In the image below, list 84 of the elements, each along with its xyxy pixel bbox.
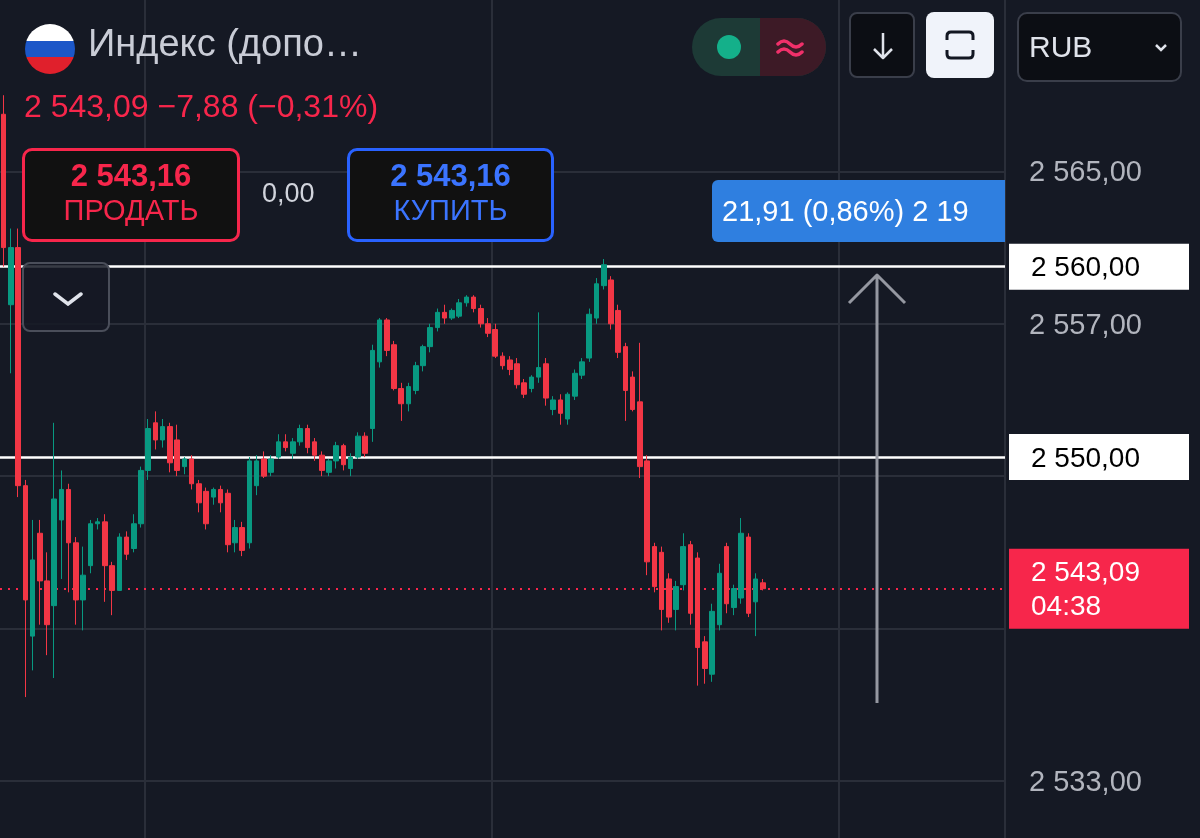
text: RUB [1017,12,1182,82]
candlestick [709,603,715,683]
ref-line-label: 2 550,00 [1031,441,1140,473]
candlestick [594,277,599,325]
candlestick [312,437,317,462]
annotation: 0,00 [262,178,315,209]
candlestick [753,572,758,637]
candlestick [225,488,231,553]
candlestick [652,542,657,593]
text: 2 543,09 −7,88 (−0,31%) [24,88,379,125]
candlestick [565,391,570,426]
candlestick [362,431,368,458]
candlestick [341,443,346,471]
candlestick [88,519,93,574]
candlestick [688,540,693,626]
candlestick [529,374,534,393]
candlestick [673,580,679,631]
annotation: 2 543,16 [389,158,512,193]
candlestick [355,431,361,460]
candlestick [666,572,672,624]
candlestick [239,521,245,557]
ref-line-label: 2 560,00 [1031,251,1140,283]
candlestick [1,94,6,268]
annotation: КУПИТЬ [393,194,508,226]
y-tick-label: 2 533,00 [1029,764,1142,797]
candlestick [117,532,122,591]
candlestick [717,563,722,631]
y-tick-label: 2 557,00 [1029,307,1142,340]
candlestick [261,450,267,479]
candlestick [51,422,57,679]
candlestick [724,542,729,614]
candlestick [623,342,628,422]
candlestick [377,317,382,369]
candlestick [760,578,766,591]
candlestick [30,519,35,671]
candlestick [15,228,21,498]
candlestick [247,456,252,550]
candlestick [536,311,541,384]
candlestick [558,393,563,426]
candlestick [59,469,64,580]
candlestick [218,485,223,513]
candlestick [471,294,476,313]
candlestick [406,382,411,412]
annotation: ПРОДАТЬ [63,194,199,226]
candlestick [80,546,86,631]
candlestick [23,479,28,698]
candlestick [160,418,165,449]
candlestick [543,357,549,407]
candlestick [702,635,708,685]
candlestick [695,551,700,687]
candlestick [659,546,664,631]
candlestick [305,424,310,454]
candlestick [73,536,79,626]
candlestick [435,308,440,332]
candlestick [268,454,274,477]
candlestick [464,294,469,308]
candlestick [276,433,281,460]
text: Индекс (допо… [88,22,362,65]
candlestick [189,454,194,490]
candlestick [370,344,375,443]
candlestick [232,519,238,553]
candlestick [153,410,158,450]
candlestick [254,454,259,496]
candlestick [442,304,447,325]
candlestick [95,517,100,530]
ref-line-label: 2 543,09 04:38 [1031,556,1140,622]
candlestick [550,395,556,416]
candlestick [680,532,686,591]
candlestick [182,456,187,475]
candlestick [586,308,592,363]
candlestick [66,483,71,593]
candlestick [8,228,14,374]
candlestick [500,351,505,370]
annotation: 21,91 (0,86%) 2 19 [712,180,1005,242]
candlestick [630,370,635,412]
candlestick [283,433,288,452]
candlestick [348,452,353,477]
candlestick [319,450,325,477]
candlestick [211,487,216,506]
y-tick-label: 2 565,00 [1029,155,1142,188]
candlestick [746,532,751,618]
candlestick [124,530,129,561]
candlestick [601,258,607,290]
annotation: 2 543,16 [69,158,193,193]
